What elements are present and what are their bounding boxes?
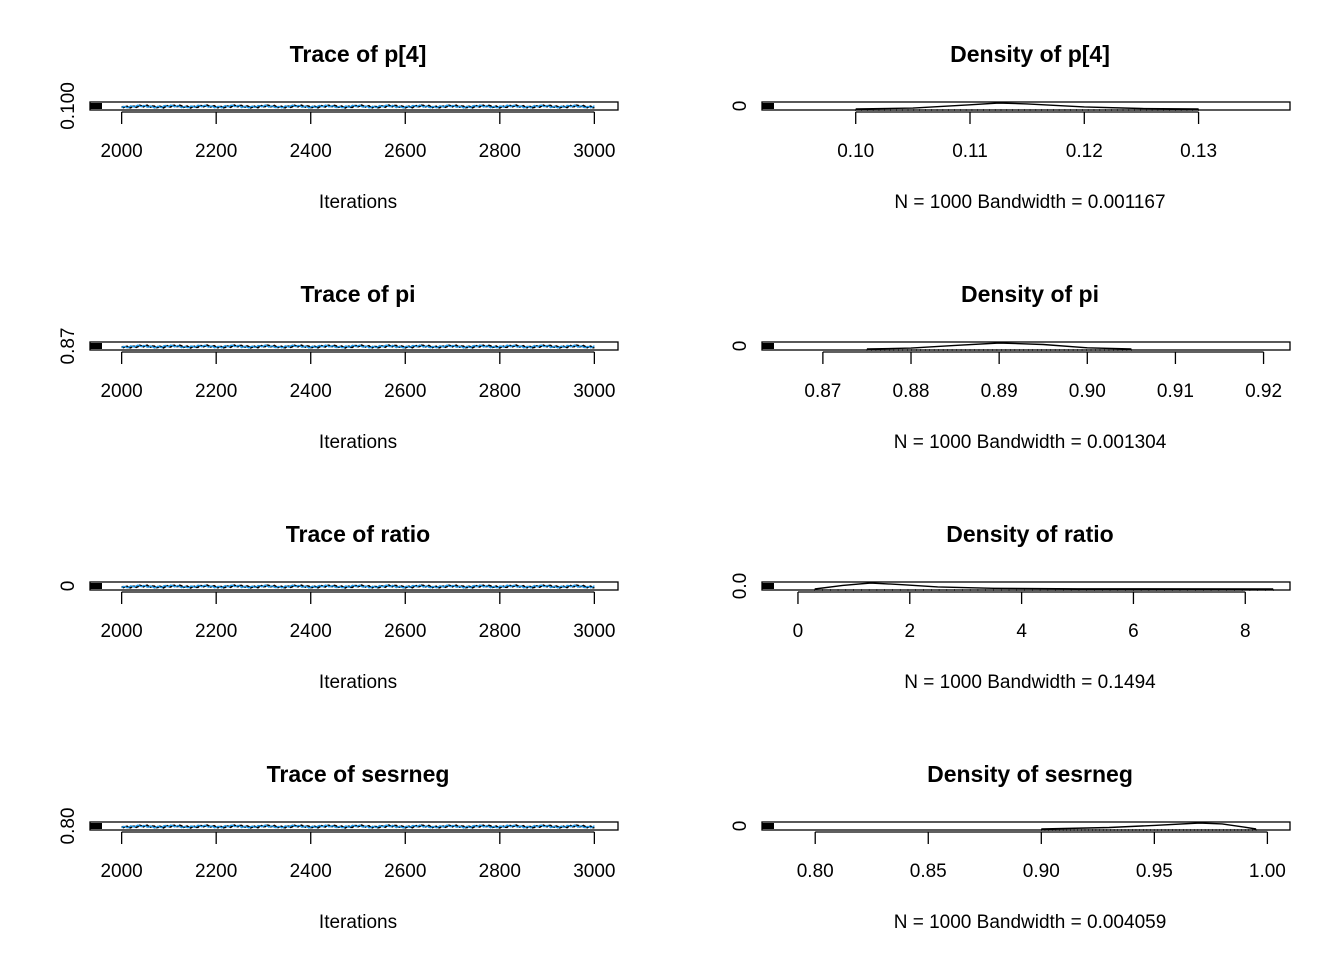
density-curve <box>1041 822 1257 830</box>
x-axis-label: Iterations <box>319 432 397 453</box>
y-axis-ticks <box>90 103 102 109</box>
trace-line-series-1 <box>121 344 595 349</box>
panel-trace-0: Trace of p[4] 2000 2200 2400 2600 2800 3000 0.1… <box>58 41 619 213</box>
y-axis-ticks <box>762 583 774 589</box>
x-tick-label: 2200 <box>195 141 237 162</box>
x-tick-label: 0.92 <box>1245 381 1282 402</box>
x-axis-label: N = 1000 Bandwidth = 0.001304 <box>894 432 1167 453</box>
panel-density-1: Density of pi 0.87 0.88 0.89 0.90 0.91 0.92 0 N … <box>730 281 1291 453</box>
x-tick-label: 2000 <box>100 381 142 402</box>
y-tick-label: 0.87 <box>58 328 79 365</box>
x-tick-label: 0.89 <box>981 381 1018 402</box>
x-tick-label: 2200 <box>195 381 237 402</box>
x-axis-label: N = 1000 Bandwidth = 0.001167 <box>894 192 1165 213</box>
x-tick-label: 0.91 <box>1157 381 1194 402</box>
x-axis-label: Iterations <box>319 912 397 933</box>
x-tick-label: 8 <box>1240 621 1251 642</box>
x-tick-label: 2400 <box>290 141 332 162</box>
trace-line-series-1 <box>121 584 595 589</box>
x-tick-label: 2 <box>904 621 915 642</box>
density-curve <box>814 582 1274 590</box>
y-tick-label: 0.100 <box>58 82 79 130</box>
x-tick-label: 2400 <box>290 621 332 642</box>
y-axis-ticks <box>90 823 102 829</box>
x-tick-label: 0.87 <box>804 381 841 402</box>
x-tick-label: 0.11 <box>952 141 988 162</box>
x-tick-label: 6 <box>1128 621 1139 642</box>
panel-title: Trace of pi <box>300 281 415 307</box>
y-axis-ticks <box>90 343 102 349</box>
x-tick-label: 3000 <box>573 141 615 162</box>
panel-title: Density of sesrneg <box>927 761 1133 787</box>
x-tick-label: 1.00 <box>1249 861 1286 882</box>
x-tick-label: 3000 <box>573 861 615 882</box>
x-tick-label: 2000 <box>100 141 142 162</box>
y-axis-ticks <box>762 823 774 829</box>
x-tick-label: 2800 <box>479 861 521 882</box>
trace-line-series-1 <box>121 824 595 829</box>
x-tick-label: 2600 <box>384 861 426 882</box>
panel-density-2: Density of ratio 0 2 4 6 8 0.0 N = 1000 Bandwid… <box>730 521 1291 693</box>
x-tick-label: 2400 <box>290 381 332 402</box>
x-tick-label: 2600 <box>384 381 426 402</box>
density-curve <box>855 102 1199 110</box>
x-tick-label: 2000 <box>100 621 142 642</box>
x-tick-label: 2200 <box>195 861 237 882</box>
x-tick-label: 0.88 <box>893 381 930 402</box>
x-tick-label: 2200 <box>195 621 237 642</box>
panel-density-0: Density of p[4] 0.10 0.11 0.12 0.13 0 N = 1000… <box>730 41 1291 213</box>
y-axis-ticks <box>90 583 102 589</box>
x-axis-label: Iterations <box>319 672 397 693</box>
x-tick-label: 0.12 <box>1066 141 1103 162</box>
y-tick-label: 0.0 <box>730 573 751 599</box>
panel-title: Trace of ratio <box>286 521 430 547</box>
x-axis-label: Iterations <box>319 192 397 213</box>
panel-title: Trace of p[4] <box>290 41 427 67</box>
x-tick-label: 0.90 <box>1023 861 1060 882</box>
panel-title: Trace of sesrneg <box>267 761 450 787</box>
x-tick-label: 0.90 <box>1069 381 1106 402</box>
x-tick-label: 2800 <box>479 141 521 162</box>
density-curve <box>866 342 1132 350</box>
y-axis-ticks <box>762 343 774 349</box>
x-tick-label: 0.10 <box>837 141 874 162</box>
panel-trace-1: Trace of pi 2000 2200 2400 2600 2800 3000 0.87 I… <box>58 281 619 453</box>
x-tick-label: 0.95 <box>1136 861 1173 882</box>
panel-trace-2: Trace of ratio 2000 2200 2400 2600 2800 3000 0 I… <box>58 521 619 693</box>
panel-density-3: Density of sesrneg 0.80 0.85 0.90 0.95 1.00 0 N… <box>730 761 1291 933</box>
panel-title: Density of pi <box>961 281 1099 307</box>
x-tick-label: 0 <box>793 621 804 642</box>
x-axis-label: N = 1000 Bandwidth = 0.004059 <box>894 912 1167 933</box>
panel-title: Density of ratio <box>946 521 1113 547</box>
x-tick-label: 2000 <box>100 861 142 882</box>
x-tick-label: 0.85 <box>910 861 947 882</box>
x-tick-label: 0.13 <box>1180 141 1217 162</box>
x-tick-label: 4 <box>1016 621 1027 642</box>
x-tick-label: 2800 <box>479 381 521 402</box>
trace-line-series-1 <box>121 104 595 109</box>
y-tick-label: 0 <box>58 581 79 592</box>
x-tick-label: 0.80 <box>797 861 834 882</box>
y-tick-label: 0 <box>730 341 751 352</box>
panel-title: Density of p[4] <box>950 41 1110 67</box>
x-tick-label: 2600 <box>384 621 426 642</box>
y-tick-label: 0 <box>730 821 751 832</box>
x-axis-label: N = 1000 Bandwidth = 0.1494 <box>904 672 1156 693</box>
panel-trace-3: Trace of sesrneg 2000 2200 2400 2600 2800 3000… <box>58 761 619 933</box>
y-tick-label: 0 <box>730 101 751 112</box>
plot-box <box>761 341 1291 351</box>
x-tick-label: 3000 <box>573 621 615 642</box>
y-axis-ticks <box>762 103 774 109</box>
x-tick-label: 2600 <box>384 141 426 162</box>
y-tick-label: 0.80 <box>58 808 79 845</box>
x-tick-label: 2800 <box>479 621 521 642</box>
x-tick-label: 3000 <box>573 381 615 402</box>
x-tick-label: 2400 <box>290 861 332 882</box>
